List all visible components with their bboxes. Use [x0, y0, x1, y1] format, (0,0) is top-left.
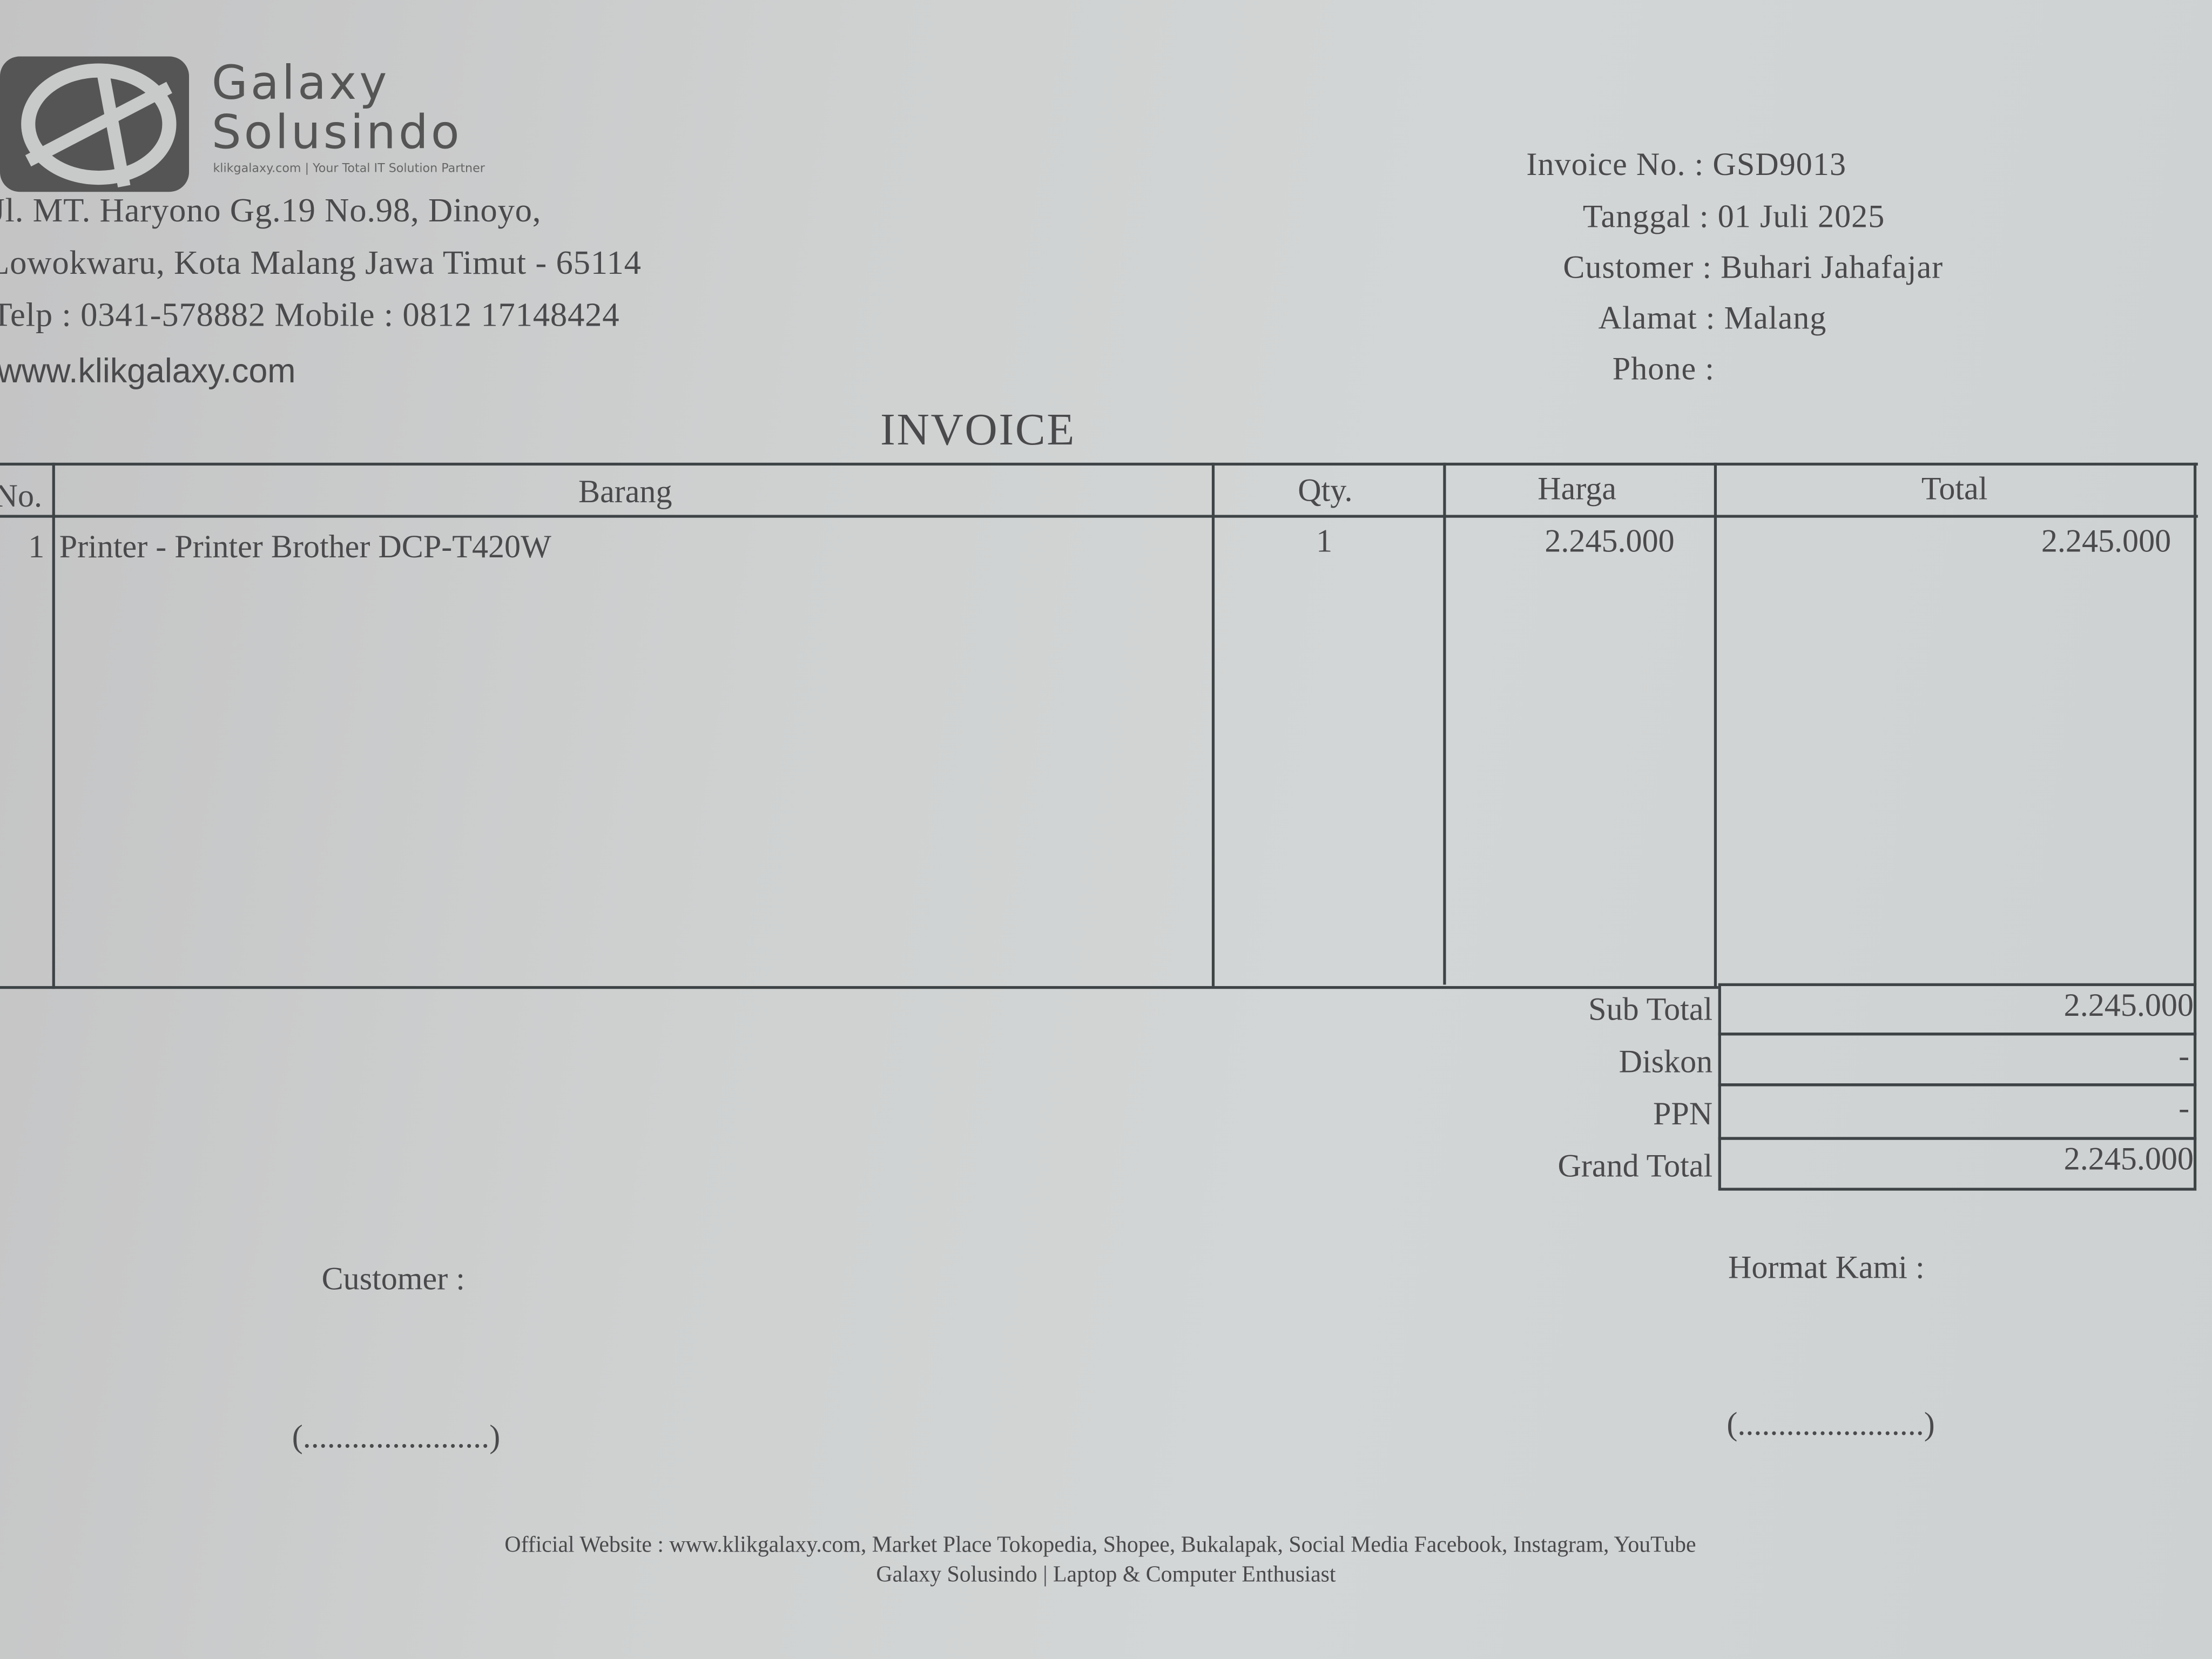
header-item: Barang [578, 474, 672, 510]
invoice-phone: Phone : [1612, 351, 1715, 387]
row-qty: 1 [1316, 523, 1333, 559]
footer-line1: Official Website : www.klikgalaxy.com, M… [504, 1533, 1696, 1557]
row-price: 2.245.000 [1545, 523, 1675, 559]
row-item: Printer - Printer Brother DCP-T420W [59, 529, 551, 564]
grand-total-label: Grand Total [1557, 1148, 1713, 1184]
header-total: Total [1921, 471, 1988, 507]
company-phone: Telp : 0341-578882 Mobile : 0812 1714842… [0, 298, 620, 335]
invoice-address: Alamat : Malang [1598, 300, 1827, 336]
invoice-customer: Customer : Buhari Jahafajar [1563, 249, 1944, 285]
subtotal-label: Sub Total [1588, 992, 1713, 1027]
tax-label: PPN [1653, 1096, 1713, 1131]
company-address-line1: Jl. MT. Haryono Gg.19 No.98, Dinoyo, [0, 193, 542, 230]
subtotal-value: 2.245.000 [2063, 987, 2194, 1023]
discount-label: Diskon [1618, 1044, 1713, 1080]
footer-line2: Galaxy Solusindo | Laptop & Computer Ent… [876, 1563, 1336, 1587]
logo-tagline: klikgalaxy.com | Your Total IT Solution … [213, 162, 485, 177]
company-signature-blank: (.......................) [1727, 1406, 1935, 1442]
logo-name-line2: Solusindo [211, 104, 462, 160]
logo-name-line1: Galaxy [211, 55, 390, 110]
customer-signature-blank: (.......................) [292, 1419, 501, 1455]
row-total: 2.245.000 [2041, 523, 2171, 559]
grand-total-value: 2.245.000 [2063, 1141, 2194, 1177]
header-price: Harga [1537, 471, 1617, 507]
galaxy-logo-icon [0, 56, 190, 192]
customer-signature-label: Customer : [321, 1261, 465, 1297]
discount-value: - [2179, 1038, 2190, 1074]
header-qty: Qty. [1298, 473, 1353, 508]
header-no: No. [0, 478, 43, 514]
tax-value: - [2179, 1090, 2190, 1126]
invoice-number: Invoice No. : GSD9013 [1526, 146, 1847, 182]
row-no: 1 [28, 529, 45, 564]
company-signature-label: Hormat Kami : [1728, 1250, 1925, 1285]
company-website: www.klikgalaxy.com [0, 353, 296, 391]
invoice-title: INVOICE [880, 403, 1076, 455]
company-logo [0, 51, 198, 202]
invoice-date: Tanggal : 01 Juli 2025 [1582, 199, 1885, 234]
company-address-line2: Lowokwaru, Kota Malang Jawa Timut - 6511… [0, 245, 642, 282]
